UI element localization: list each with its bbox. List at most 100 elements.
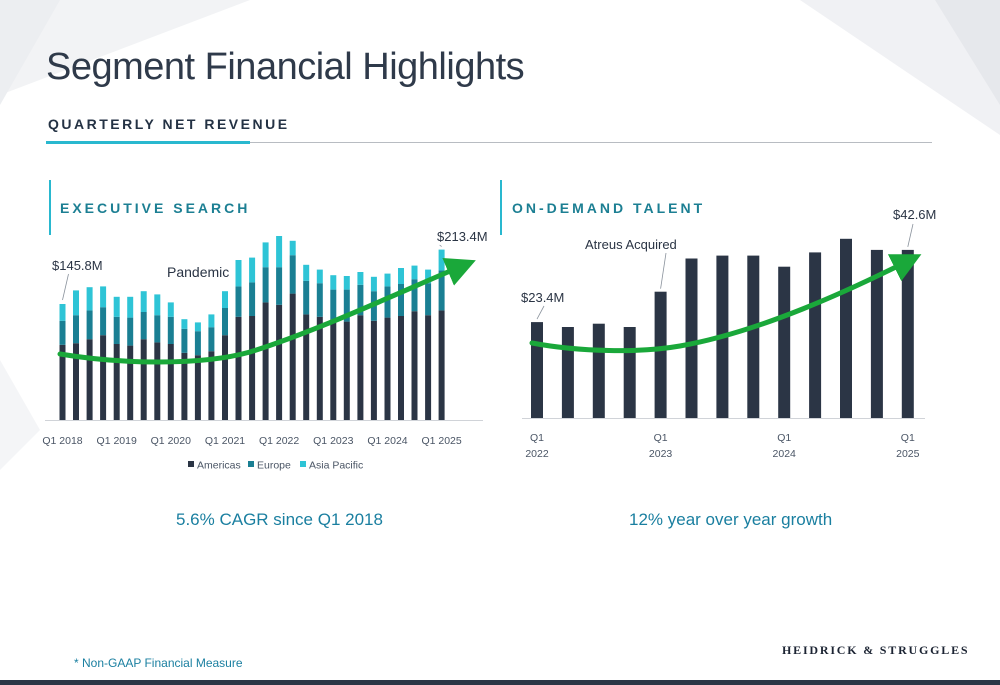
bar-europe xyxy=(357,284,364,316)
bar-europe xyxy=(222,308,228,336)
bar-europe xyxy=(411,279,418,312)
bar-americas xyxy=(262,302,269,420)
bar-europe xyxy=(86,310,93,340)
odt-tick-year: 2022 xyxy=(525,448,549,460)
bar-europe xyxy=(208,327,215,352)
company-logo: HEIDRICK & STRUGGLES xyxy=(782,643,970,657)
bar-americas xyxy=(249,316,256,420)
atreus-annotation: Atreus Acquired xyxy=(585,237,677,252)
bar-asia-pacific xyxy=(181,319,188,329)
exec-end-value-label: $213.4M xyxy=(437,229,488,244)
bar-on-demand xyxy=(592,323,605,418)
bar-asia-pacific xyxy=(249,257,256,283)
odt-tick-quarter: Q1 xyxy=(530,432,544,444)
bar-americas xyxy=(208,351,215,420)
bar-asia-pacific xyxy=(425,269,432,284)
bar-europe xyxy=(140,312,147,340)
page-title: Segment Financial Highlights xyxy=(46,46,525,88)
bar-americas xyxy=(276,304,283,420)
exec-panel-accent xyxy=(49,180,51,235)
bar-asia-pacific xyxy=(357,272,364,285)
odt-tick-year: 2025 xyxy=(896,448,920,460)
bar-asia-pacific xyxy=(113,296,120,317)
bar-americas xyxy=(438,310,445,420)
bar-europe xyxy=(398,284,404,316)
bar-asia-pacific xyxy=(59,304,66,321)
on-demand-talent-chart: Q1 2022 Q1 2023 Q1 2024 Q1 2025 $23.4M $42.6M Atre… xyxy=(521,207,936,460)
odt-start-value-label: $23.4M xyxy=(521,290,564,305)
bar-on-demand xyxy=(901,249,914,418)
bar-asia-pacific xyxy=(289,240,296,256)
exec-tick-label: Q1 2024 xyxy=(367,435,407,447)
footnote: * Non-GAAP Financial Measure xyxy=(74,656,243,670)
bar-americas xyxy=(222,335,228,420)
bar-europe xyxy=(59,320,66,345)
bar-americas xyxy=(73,343,79,420)
bar-europe xyxy=(235,286,242,317)
bar-on-demand xyxy=(685,258,698,418)
bar-asia-pacific xyxy=(194,322,201,332)
bar-europe xyxy=(154,315,161,343)
bar-americas xyxy=(411,311,418,420)
bar-asia-pacific xyxy=(398,268,404,284)
bar-asia-pacific xyxy=(86,287,93,311)
bar-asia-pacific xyxy=(100,286,107,308)
bar-on-demand xyxy=(623,327,636,418)
header-accent xyxy=(46,141,250,144)
bar-europe xyxy=(167,316,174,344)
bar-on-demand xyxy=(778,266,791,418)
bar-americas xyxy=(357,315,364,420)
exec-tick-label: Q1 2018 xyxy=(42,435,82,447)
bar-europe xyxy=(276,267,283,305)
bar-asia-pacific xyxy=(384,273,391,287)
odt-end-value-label: $42.6M xyxy=(893,207,936,222)
bar-asia-pacific xyxy=(343,276,350,290)
exec-start-leader xyxy=(62,273,69,301)
exec-tick-label: Q1 2022 xyxy=(259,435,299,447)
legend-label-asia-pacific: Asia Pacific xyxy=(309,460,363,472)
bar-asia-pacific xyxy=(370,276,377,292)
bar-americas xyxy=(235,316,242,420)
exec-end-leader xyxy=(439,244,442,247)
odt-growth-note: 12% year over year growth xyxy=(629,510,833,529)
odt-start-leader xyxy=(536,305,545,320)
bar-asia-pacific xyxy=(154,294,161,316)
bar-americas xyxy=(167,344,174,420)
bar-europe xyxy=(438,270,445,311)
bar-americas xyxy=(127,345,134,420)
bar-europe xyxy=(289,255,296,294)
bar-americas xyxy=(194,355,201,420)
bar-asia-pacific xyxy=(235,260,242,287)
bar-europe xyxy=(303,280,310,315)
bar-asia-pacific xyxy=(303,264,310,281)
bar-on-demand xyxy=(840,238,852,418)
legend-swatch-europe xyxy=(248,461,254,467)
exec-search-title: EXECUTIVE SEARCH xyxy=(60,200,251,216)
bar-asia-pacific xyxy=(276,236,283,268)
header-divider xyxy=(46,142,932,143)
page-subtitle: QUARTERLY NET REVENUE xyxy=(48,116,290,132)
bar-on-demand xyxy=(531,322,543,418)
bar-on-demand xyxy=(809,252,822,418)
exec-cagr-note: 5.6% CAGR since Q1 2018 xyxy=(176,510,383,529)
legend-label-europe: Europe xyxy=(257,460,291,472)
exec-tick-label: Q1 2020 xyxy=(151,435,191,447)
legend-label-americas: Americas xyxy=(197,460,241,472)
odt-end-leader xyxy=(907,223,914,247)
legend-swatch-asia-pacific xyxy=(300,461,306,467)
bar-asia-pacific xyxy=(330,275,337,290)
bar-americas xyxy=(181,352,188,420)
bar-europe xyxy=(73,315,79,344)
exec-start-value-label: $145.8M xyxy=(52,258,103,273)
bar-europe xyxy=(343,289,350,322)
bar-americas xyxy=(343,321,350,420)
bar-asia-pacific xyxy=(438,249,445,271)
odt-tick-year: 2024 xyxy=(773,448,797,460)
bar-americas xyxy=(140,339,147,420)
bar-on-demand xyxy=(870,249,883,418)
bar-europe xyxy=(113,316,120,344)
odt-tick-quarter: Q1 xyxy=(654,432,668,444)
bar-americas xyxy=(113,344,120,420)
bar-asia-pacific xyxy=(208,314,215,328)
